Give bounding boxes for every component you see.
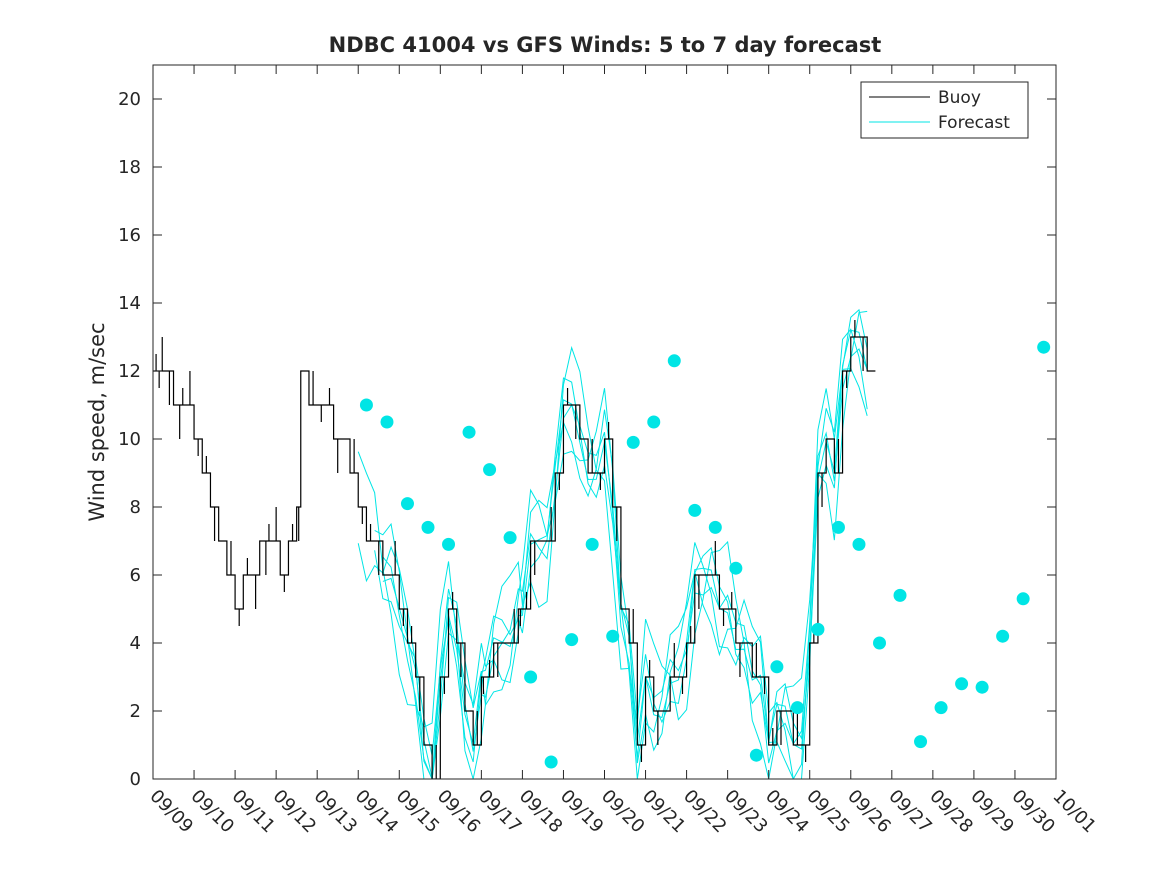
forecast-dot: [442, 537, 456, 551]
y-axis-label: Wind speed, m/sec: [85, 322, 109, 521]
x-tick-label: 09/10: [187, 786, 239, 838]
x-tick-label: 09/21: [638, 786, 690, 838]
y-tick-label: 10: [118, 429, 141, 450]
legend-forecast-label: Forecast: [938, 113, 1010, 133]
x-tick-label: 09/30: [1007, 786, 1059, 838]
y-tick-label: 12: [118, 361, 141, 382]
forecast-dot: [544, 755, 558, 769]
forecast-dot: [770, 660, 784, 674]
forecast-dot: [852, 537, 866, 551]
legend: Buoy Forecast: [860, 81, 1029, 139]
buoy-series: [153, 320, 876, 779]
x-tick-label: 09/22: [679, 786, 731, 838]
x-tick-label: 09/14: [351, 786, 403, 838]
y-tick-label: 4: [130, 633, 141, 654]
x-tick-label: 09/25: [802, 786, 854, 838]
forecast-dot: [380, 415, 394, 429]
forecast-lines: [357, 308, 868, 779]
forecast-dot: [606, 629, 620, 643]
forecast-dot: [462, 425, 476, 439]
x-tick-label: 10/01: [1048, 786, 1100, 838]
x-tick-label: 09/20: [597, 786, 649, 838]
forecast-dot: [749, 748, 763, 762]
forecast-dot: [811, 622, 825, 636]
forecast-dot: [585, 537, 599, 551]
y-tick-label: 16: [118, 225, 141, 246]
buoy-line: [153, 320, 876, 779]
x-tick-label: 09/12: [269, 786, 321, 838]
x-tick-label: 09/16: [433, 786, 485, 838]
x-axis: 09/0909/1009/1109/1209/1309/1409/1509/16…: [145, 65, 1100, 837]
forecast-dot: [647, 415, 661, 429]
forecast-dot: [565, 633, 579, 647]
x-tick-label: 09/18: [515, 786, 567, 838]
x-tick-label: 09/27: [884, 786, 936, 838]
y-tick-label: 8: [130, 497, 141, 518]
legend-box: [860, 81, 1029, 139]
y-tick-label: 18: [118, 157, 141, 178]
forecast-line: [382, 348, 868, 779]
x-tick-label: 09/28: [925, 786, 977, 838]
y-tick-label: 6: [130, 565, 141, 586]
forecast-dot: [934, 701, 948, 715]
forecast-dot: [483, 463, 497, 477]
forecast-dot: [400, 497, 414, 511]
forecast-dot: [524, 670, 538, 684]
y-tick-label: 20: [118, 89, 141, 110]
forecast-dot: [729, 561, 743, 575]
x-tick-label: 09/24: [761, 786, 813, 838]
forecast-dot: [626, 435, 640, 449]
forecast-dot: [359, 398, 373, 412]
forecast-dot: [996, 629, 1010, 643]
legend-buoy-label: Buoy: [938, 88, 981, 108]
y-axis: 0 2 4 6 8 10 12 14 16 18 20: [118, 89, 1056, 790]
forecast-dot: [503, 531, 517, 545]
plot-area-frame: [152, 64, 1057, 780]
forecast-dot: [1016, 592, 1030, 606]
forecast-dot: [688, 503, 702, 517]
y-tick-label: 0: [130, 769, 141, 790]
forecast-dot: [873, 636, 887, 650]
forecast-dot: [421, 520, 435, 534]
forecast-dot: [790, 701, 804, 715]
x-tick-label: 09/15: [392, 786, 444, 838]
forecast-dot: [893, 588, 907, 602]
forecast-dot: [667, 354, 681, 368]
x-tick-label: 09/11: [228, 786, 280, 838]
forecast-dot: [975, 680, 989, 694]
x-tick-label: 09/13: [310, 786, 362, 838]
forecast-dot: [1037, 340, 1051, 354]
y-tick-label: 14: [118, 293, 141, 314]
x-tick-label: 09/23: [720, 786, 772, 838]
x-tick-label: 09/29: [966, 786, 1018, 838]
y-tick-label: 2: [130, 701, 141, 722]
forecast-dot: [831, 520, 845, 534]
x-tick-label: 09/17: [474, 786, 526, 838]
chart-title: NDBC 41004 vs GFS Winds: 5 to 7 day fore…: [329, 33, 882, 57]
forecast-dot: [955, 677, 969, 691]
forecast-dot: [914, 735, 928, 749]
x-tick-label: 09/09: [145, 786, 197, 838]
forecast-dot: [708, 520, 722, 534]
x-tick-label: 09/26: [843, 786, 895, 838]
forecast-points: [359, 340, 1051, 769]
x-tick-label: 09/19: [556, 786, 608, 838]
